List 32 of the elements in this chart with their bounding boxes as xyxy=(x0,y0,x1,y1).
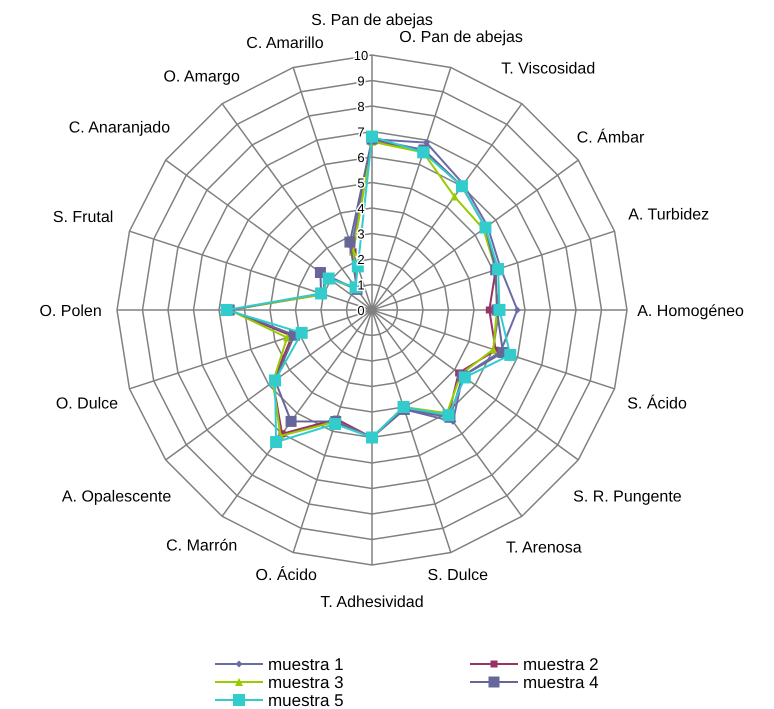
y-tick-label: 6 xyxy=(357,150,365,165)
legend-label: muestra 4 xyxy=(523,673,599,692)
spoke-label: O. Amargo xyxy=(163,68,240,86)
spoke-label: S. R. Pungente xyxy=(573,488,682,506)
y-tick-label: 7 xyxy=(357,124,365,140)
spoke-label: O. Dulce xyxy=(56,396,118,413)
y-tick-label: 9 xyxy=(357,74,365,88)
spoke-label: O. Polen xyxy=(39,303,102,320)
spoke-label: C. Amarillo xyxy=(246,35,324,52)
spoke-label: O. Pan de abejas xyxy=(399,28,523,46)
y-tick-label: 10 xyxy=(354,48,368,63)
spoke-label: T. Adhesividad xyxy=(320,594,424,611)
spoke-label: C. Anaranjado xyxy=(68,119,170,136)
y-tick-label: 0 xyxy=(357,303,365,318)
spoke-label: C. Ámbar xyxy=(576,128,645,147)
spoke-label: A. Turbidez xyxy=(628,206,710,224)
spoke-label: S. Ácido xyxy=(627,394,687,413)
spoke-label: A. Opalescente xyxy=(62,488,172,506)
spoke-label: O. Ácido xyxy=(256,566,317,584)
y-tick-label: 8 xyxy=(357,99,365,114)
legend-label: muestra 3 xyxy=(268,673,344,692)
legend-label: muestra 1 xyxy=(268,655,344,674)
spoke-label: S. Dulce xyxy=(428,567,488,584)
spoke-label: A. Homogéneo xyxy=(637,303,744,320)
y-tick-label: 1 xyxy=(357,278,365,292)
spoke-label: S. Frutal xyxy=(52,209,114,226)
spoke-label: T. Viscosidad xyxy=(501,60,596,78)
legend-label: muestra 2 xyxy=(523,655,599,674)
legend-label: muestra 5 xyxy=(268,691,344,709)
spoke-label: T. Arenosa xyxy=(506,539,582,556)
spoke-label: S. Pan de abejas xyxy=(311,12,433,29)
spoke-label: C. Marrón xyxy=(166,537,238,554)
